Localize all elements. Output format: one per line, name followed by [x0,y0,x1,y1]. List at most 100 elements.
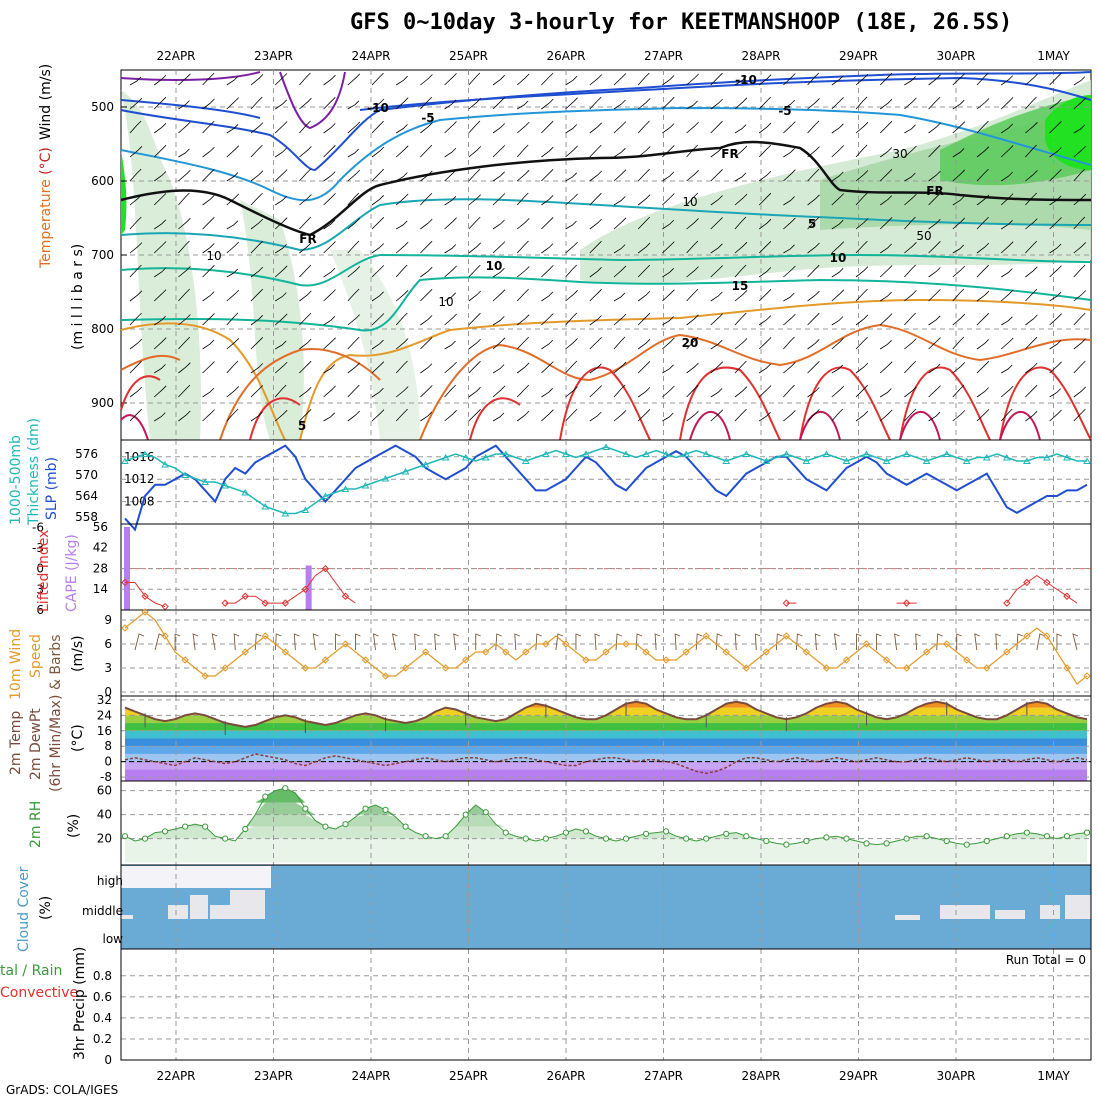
wind-barb [928,96,941,110]
thickness-point [942,450,951,457]
cape-tick: 28 [93,561,108,575]
wind-barb [444,313,457,326]
wind-barb [904,338,917,350]
rh-point [983,837,990,845]
wind-barb [662,193,675,206]
wind-point [1063,664,1071,672]
li-point [221,599,229,607]
wind-barb [855,362,869,374]
rh-point [803,837,810,845]
wind-barb [976,409,990,422]
wind-barb [1000,97,1014,110]
thickness-point [161,461,169,468]
wind-barb [674,633,681,651]
wind-barb [904,360,917,374]
wind-barb [541,291,554,302]
contour-label: -5 [421,111,434,125]
wind-barb [516,266,530,278]
wind-barb [686,410,699,422]
contour-label: -10 [367,101,389,115]
wind-barb [904,408,917,422]
wind-point [381,672,390,680]
thickness-point [281,510,290,517]
wind-barb [662,268,674,278]
wind-barb [904,193,917,206]
wind-barb [976,216,989,230]
wind-barb [178,192,190,206]
wind-barb [783,73,796,86]
wind-barb [226,97,239,110]
wind-barb [347,240,360,254]
li-line [225,568,356,604]
wind-barb [879,291,892,302]
contour-label: 20 [682,336,699,350]
wind-barb [347,384,360,398]
wind-barb [250,266,264,278]
wind-barb [1056,633,1063,650]
temp-bands [125,701,1087,781]
precip-tick: 0.8 [93,969,112,983]
wind-barb [1073,168,1086,182]
wind-barb [444,169,457,182]
wind-barb [395,145,409,158]
wind-barb [1049,361,1062,374]
wind-barb [952,99,965,110]
wind-barb [976,339,989,350]
wind-barb [274,292,287,302]
rh-point [342,821,349,828]
date-label-top: 24APR [351,49,390,63]
wind-point [702,632,710,640]
rh-point [462,811,469,818]
wind-barb [323,145,336,158]
rh-point [723,830,730,837]
wind-barb [254,633,262,651]
wind-barb [129,386,143,398]
wind-barb [879,147,893,158]
wind-barb [1049,99,1062,110]
wind-barb [662,412,674,422]
wind-barb [299,290,312,302]
wind-barb [391,633,398,651]
wind-barb [879,72,893,86]
wind-barb [1049,409,1062,422]
wind-barb [855,121,869,134]
wind-barb [1025,73,1038,86]
wind-barb [468,72,481,86]
temp2m-label-a: 2m Temp [8,711,24,775]
wind-barb [662,75,675,86]
wind-barb [516,218,530,230]
wind-barb [589,192,602,206]
wind-barb [637,242,651,254]
wind-barb [250,240,263,254]
wind-barb [952,336,965,350]
date-label-bottom: 22APR [156,1069,195,1083]
wind-barb [637,216,650,230]
thickness-point [301,506,310,513]
wind-barb [758,192,772,206]
rh-point [1083,829,1091,836]
wind-point [782,632,791,640]
rh-panel: 20 40 60 [97,781,1091,865]
wind-barb [153,219,167,230]
wind-point [862,640,871,648]
wind-barb [710,72,723,86]
wind-barb [153,385,167,398]
wind-barb [347,266,361,278]
rh-point [542,835,549,842]
wind-barb [1073,145,1087,158]
millibars-label: (m i l l i b a r s) [70,244,86,350]
wind-barb [686,362,699,374]
wind-barb [1025,240,1038,254]
date-label-top: 29APR [839,49,878,63]
panel8-frame [120,948,1092,1061]
wind-barb [613,361,627,374]
rh-point [823,834,830,841]
wind-barb [565,172,577,182]
isotherm-line [120,323,1092,441]
wind-barb [613,217,627,230]
wind-barb [1025,192,1037,206]
wind-barb [274,384,287,398]
wind-barb [565,338,578,350]
precip-label-c: 3hr Precip (mm) [72,947,88,1060]
wind-barb [1025,336,1038,350]
